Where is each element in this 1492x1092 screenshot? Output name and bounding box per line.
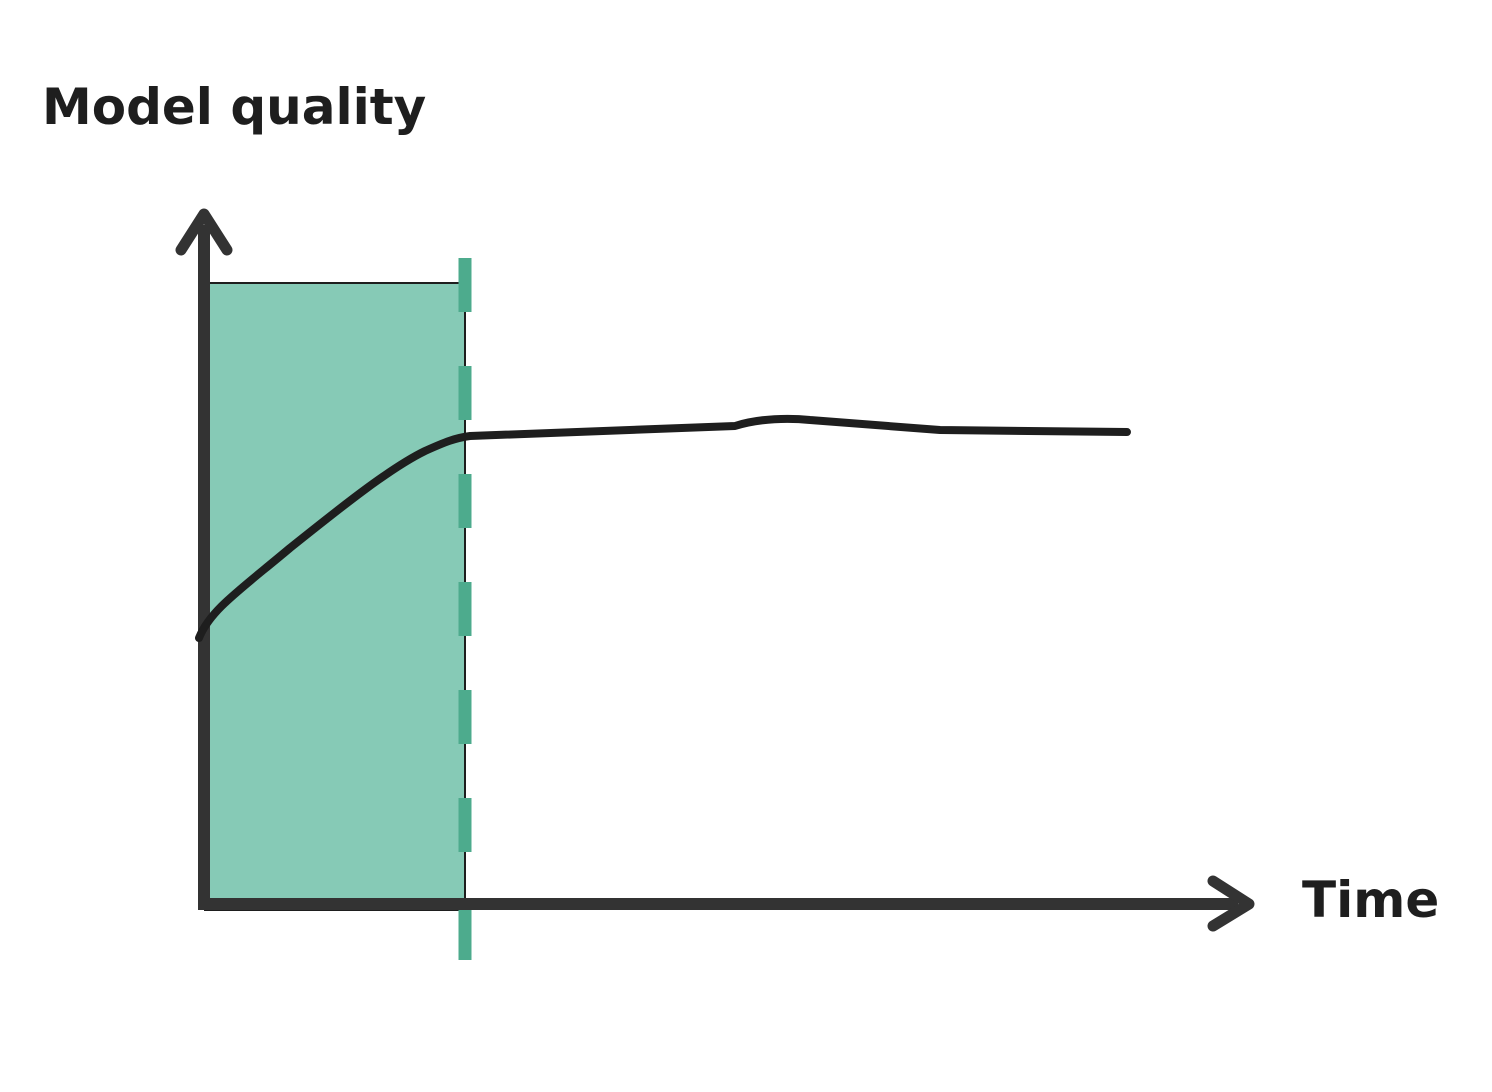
- y-axis-arrowhead: [175, 208, 233, 256]
- shaded-initial-region: [204, 282, 466, 911]
- x-axis-arrowhead: [1207, 875, 1255, 932]
- x-axis-label: Time: [1302, 871, 1439, 929]
- model-quality-curve: [195, 414, 1131, 642]
- y-axis-label: Model quality: [42, 78, 426, 136]
